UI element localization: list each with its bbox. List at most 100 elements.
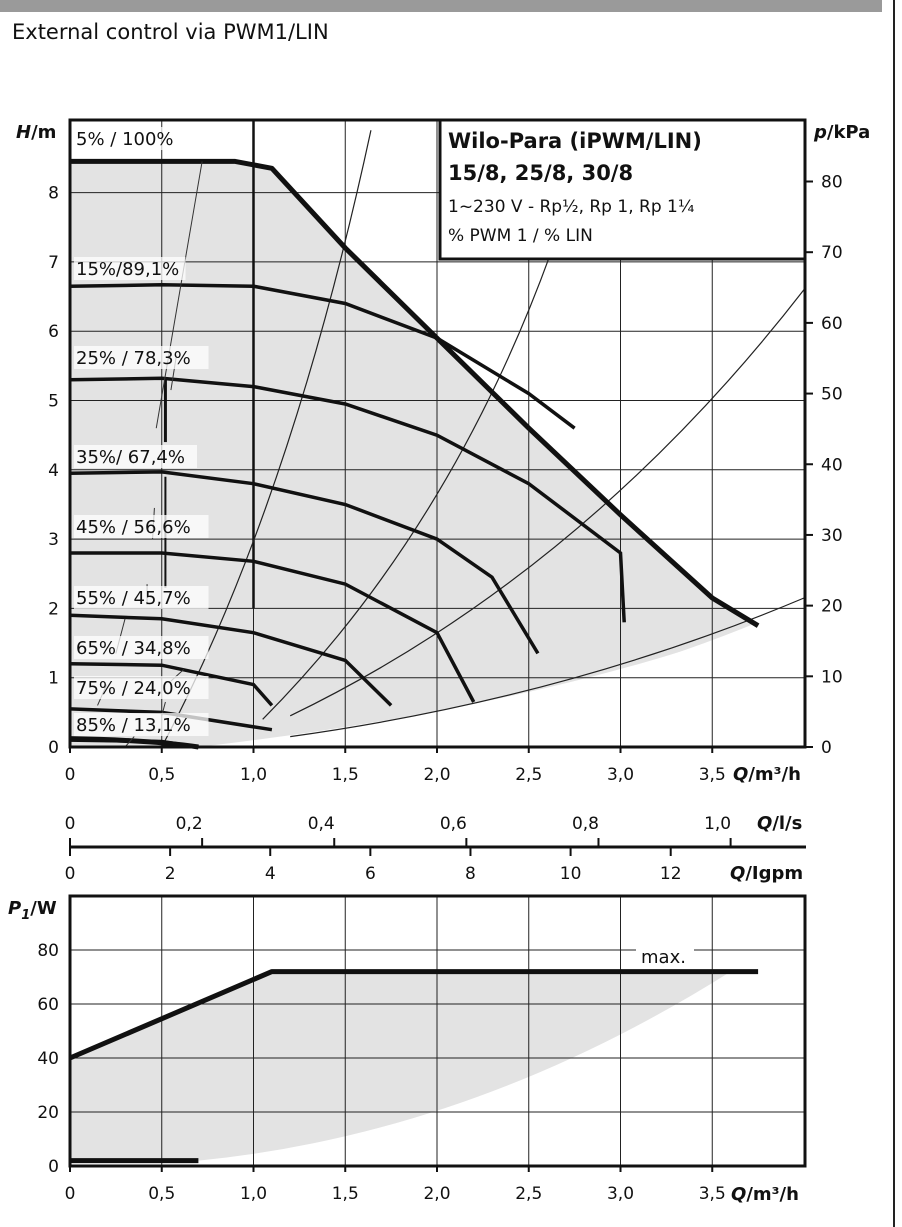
curve-label-bg	[74, 257, 186, 280]
ls-ticks: 0 0,2 0,4 0,6 0,8 1,0	[65, 814, 732, 847]
curve-label: 25% / 78,3%	[76, 348, 191, 369]
curve-label-bg	[74, 586, 209, 609]
speed-curve	[69, 470, 540, 655]
y-tick-label: 8	[48, 184, 59, 204]
curve-label-bg	[74, 515, 209, 538]
ls-tick-label: 0,2	[176, 814, 203, 834]
y2-tick-label: 30	[821, 526, 843, 546]
gpm-tick-label: 2	[165, 864, 176, 884]
ls-tick-label: 0,6	[440, 814, 467, 834]
lower-x-ticks: 0 0,5 1,0 1,5 2,0 2,5 3,0 3,5	[65, 1166, 726, 1204]
speed-curve-labels: 5% / 100% 15%/89,1% 25% / 78,3% 35%/ 67,4% 4…	[74, 127, 209, 736]
max-speed-curve	[70, 158, 760, 628]
y-tick-label: 7	[48, 253, 59, 273]
x-tick-label: 2,5	[515, 765, 542, 785]
y2-tick-label: 0	[821, 738, 832, 758]
gpm-tick-label: 12	[660, 864, 682, 884]
header-bar	[0, 0, 882, 12]
curve-label: 45% / 56,6%	[76, 517, 191, 538]
curve-label-bg	[74, 676, 209, 699]
y-tick-label: 3	[48, 530, 59, 550]
y-tick-label: 5	[48, 392, 59, 412]
x-tick-label: 0,5	[148, 1184, 175, 1204]
system-curve	[161, 130, 372, 748]
power-range-area	[70, 971, 731, 1161]
upper-y-axis-title: H/m	[16, 122, 56, 143]
system-curves	[161, 130, 805, 748]
ls-tick-label: 0	[65, 814, 76, 834]
curve-label: 85% / 13,1%	[76, 715, 191, 736]
y-tick-label: 4	[48, 461, 59, 481]
speed-curve	[69, 376, 626, 623]
y2-tick-label: 10	[821, 667, 843, 687]
y-tick-label: 6	[48, 322, 59, 342]
legend-mode: % PWM 1 / % LIN	[448, 226, 593, 246]
flow-conversion-axes: 0 0,2 0,4 0,6 0,8 1,0 0 2 4 6 8 10 12 Q/l/s Q/Igpm	[65, 813, 806, 884]
x-tick-label: 0	[65, 765, 76, 785]
y2-tick-label: 80	[821, 173, 843, 193]
pump-curve-chart: 5% / 100% 15%/89,1% 25% / 78,3% 35%/ 67,4% 4…	[16, 118, 870, 785]
x-tick-label: 3,5	[699, 1184, 726, 1204]
x-tick-label: 0,5	[148, 765, 175, 785]
ls-tick-label: 1,0	[704, 814, 731, 834]
gpm-axis-label: Q/Igpm	[730, 863, 803, 884]
curve-label: 35%/ 67,4%	[76, 447, 185, 468]
p-axis-label: p/kPa	[813, 122, 870, 143]
speed-curve	[69, 662, 274, 707]
gpm-tick-label: 8	[465, 864, 476, 884]
x-tick-label: 3,0	[607, 1184, 634, 1204]
ls-tick-label: 0,8	[572, 814, 599, 834]
upper-y-ticks: 0 1 2 3 4 5 6 7 8	[48, 184, 59, 758]
speed-curve	[70, 551, 476, 703]
x-tick-label: 2,0	[423, 765, 450, 785]
upper-y2-axis-title: p/kPa	[813, 122, 870, 143]
system-curve	[289, 289, 805, 717]
max-label: max.	[641, 947, 686, 968]
q-axis-label-upper: Q/m³/h	[733, 764, 801, 785]
operating-range-area	[70, 161, 759, 747]
curve-label-bg	[74, 127, 186, 150]
gpm-ticks: 0 2 4 6 8 10 12	[65, 847, 682, 884]
x-tick-label: 3,5	[699, 765, 726, 785]
curve-label: 65% / 34,8%	[76, 638, 191, 659]
x-tick-label: 1,5	[332, 765, 359, 785]
legend-frame	[438, 118, 807, 261]
max-power-curve	[69, 969, 759, 1061]
power-chart: max. 0 0,5 1,0 1,5 2,0 2,5 3,0 3,5 0 20 40 60 80 P1…	[8, 894, 807, 1205]
legend-voltage: 1~230 V - Rp½, Rp 1, Rp 1¼	[448, 197, 694, 217]
right-border-rule	[893, 0, 895, 1227]
y2-tick-label: 20	[821, 597, 843, 617]
upper-y2-ticks: 0 10 20 30 40 50 60 70 80	[805, 173, 843, 758]
q-axis-label-lower: Q/m³/h	[731, 1184, 799, 1205]
x-tick-label: 1,0	[240, 765, 267, 785]
gpm-tick-label: 0	[65, 864, 76, 884]
ls-tick-label: 0,4	[308, 814, 335, 834]
x-tick-label: 2,0	[423, 1184, 450, 1204]
legend-models: 15/8, 25/8, 30/8	[448, 161, 633, 185]
gpm-tick-label: 4	[265, 864, 276, 884]
curve-label: 5% / 100%	[76, 129, 174, 150]
h-axis-label: H/m	[16, 122, 56, 143]
curve-label: 55% / 45,7%	[76, 588, 191, 609]
x-tick-label: 1,0	[240, 1184, 267, 1204]
curve-label: 75% / 24,0%	[76, 678, 191, 699]
y2-tick-label: 70	[821, 243, 843, 263]
y-tick-label: 80	[37, 941, 59, 961]
legend-title: Wilo-Para (iPWM/LIN)	[448, 129, 702, 153]
curve-label-bg	[74, 636, 209, 659]
lower-y-ticks: 0 20 40 60 80	[37, 941, 59, 1177]
gpm-tick-label: 10	[560, 864, 582, 884]
y-tick-label: 1	[48, 669, 59, 689]
curve-label-bg	[74, 445, 197, 468]
system-curve	[262, 237, 557, 720]
x-tick-label: 1,5	[332, 1184, 359, 1204]
speed-curves	[69, 283, 626, 750]
y2-tick-label: 40	[821, 455, 843, 475]
ls-axis-label: Q/l/s	[757, 813, 802, 834]
curve-label-bg	[74, 346, 209, 369]
page-subtitle: External control via PWM1/LIN	[12, 20, 329, 44]
y-tick-label: 0	[48, 738, 59, 758]
speed-curve	[69, 613, 393, 707]
y-tick-label: 2	[48, 599, 59, 619]
